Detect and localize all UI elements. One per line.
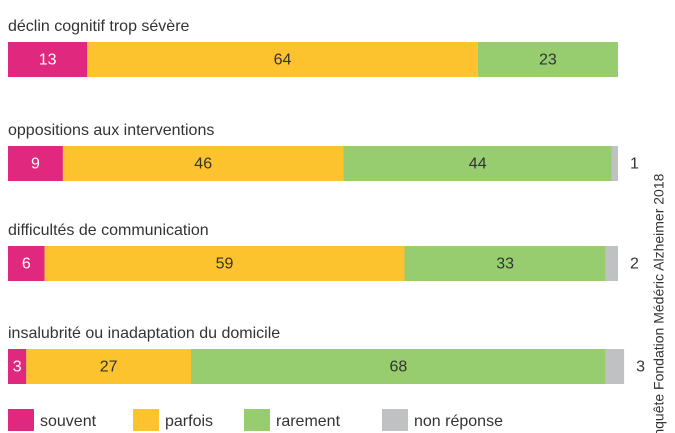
value-label: 33 [496,256,514,273]
value-label: 2 [630,256,639,273]
value-label: 27 [100,359,118,376]
legend-label: non réponse [414,413,503,430]
category-label: insalubrité ou inadaptation du domicile [8,325,280,342]
value-label: 3 [636,359,645,376]
bar-segment [611,146,618,181]
bar-segment [62,146,344,181]
bar-segment [605,246,618,281]
category-label: oppositions aux interventions [8,122,214,139]
legend-label: rarement [276,413,341,430]
bar-segment [191,349,606,384]
legend-swatch [244,409,270,431]
source: Enquête Fondation Médéric Alzheimer 2018 [651,173,667,433]
value-label: 68 [390,359,408,376]
value-label: 3 [13,359,22,376]
value-label: 9 [31,156,40,173]
value-label: 59 [216,256,234,273]
value-label: 13 [39,52,57,69]
bar-segment [8,42,88,77]
bar-segment [343,146,612,181]
bar-segment [26,349,191,384]
bar-segment [8,246,45,281]
value-label: 44 [469,156,487,173]
value-label: 64 [274,52,292,69]
bar-segment [87,42,478,77]
bar-segment [477,42,618,77]
bar-segment [44,246,405,281]
legend-swatch [382,409,408,431]
value-label: 6 [22,256,31,273]
bar-segment [404,246,606,281]
bar-segment [605,349,625,384]
value-label: 1 [630,156,639,173]
value-label: 46 [194,156,212,173]
bar-segment [8,146,63,181]
legend-label: souvent [40,413,97,430]
legend-label: parfois [165,413,213,430]
category-label: difficultés de communication [8,222,209,239]
legend-swatch [133,409,159,431]
bar-segment [8,349,27,384]
value-label: 23 [539,52,557,69]
legend-swatch [8,409,34,431]
category-label: déclin cognitif trop sévère [8,18,190,35]
